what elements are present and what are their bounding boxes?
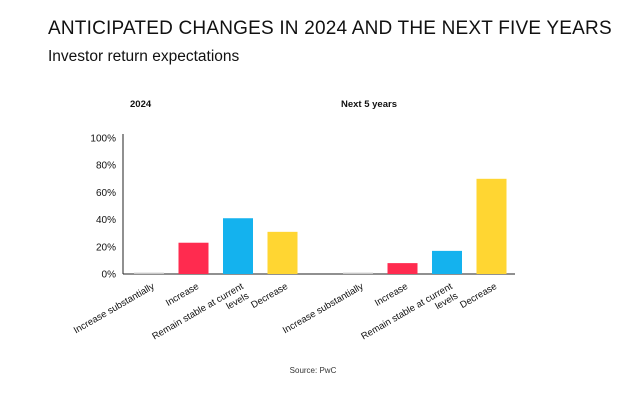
x-tick-label: Increase <box>373 281 410 309</box>
bar <box>476 178 507 274</box>
x-tick-label-line: Increase substantially <box>72 281 157 336</box>
bar <box>134 272 164 274</box>
bar <box>343 272 373 274</box>
bar <box>432 250 462 274</box>
x-tick-label-line: Decrease <box>249 281 290 311</box>
bar <box>223 218 253 274</box>
x-tick-label-line: Decrease <box>458 281 499 311</box>
x-tick-label: Increase <box>164 281 201 309</box>
x-tick-label: Increase substantially <box>281 281 366 336</box>
chart-title: ANTICIPATED CHANGES IN 2024 AND THE NEXT… <box>48 18 612 39</box>
x-tick-label-line: Increase <box>373 281 410 309</box>
source-note: Source: PwC <box>289 366 337 375</box>
chart-subtitle: Investor return expectations <box>48 48 240 65</box>
x-tick-label: Remain stable at currentlevels <box>150 281 251 352</box>
y-tick-label: 80% <box>96 161 116 172</box>
y-tick-label: 100% <box>90 134 116 145</box>
x-tick-label: Decrease <box>458 281 499 311</box>
group-label: 2024 <box>130 99 152 110</box>
y-tick-label: 0% <box>102 270 117 281</box>
x-tick-label: Increase substantially <box>72 281 157 336</box>
y-tick-label: 40% <box>96 215 116 226</box>
group-label: Next 5 years <box>341 99 397 110</box>
y-tick-label: 60% <box>96 188 116 199</box>
x-tick-label: Remain stable at currentlevels <box>359 281 460 352</box>
bar <box>387 263 418 274</box>
y-tick-label: 20% <box>96 242 116 253</box>
x-tick-label-line: Increase substantially <box>281 281 366 336</box>
bar <box>267 231 298 274</box>
bar <box>178 242 209 274</box>
x-tick-label-line: Increase <box>164 281 201 309</box>
x-tick-label: Decrease <box>249 281 290 311</box>
